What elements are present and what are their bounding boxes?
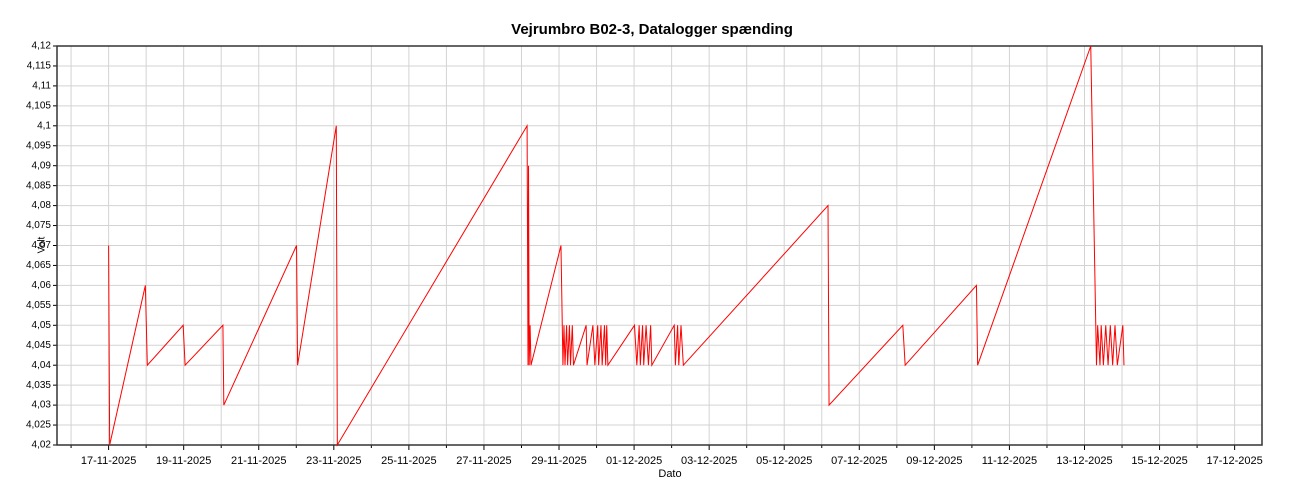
x-tick-label: 29-11-2025	[531, 455, 586, 467]
x-tick-label: 11-12-2025	[982, 455, 1037, 467]
x-tick-label: 27-11-2025	[456, 455, 511, 467]
y-tick-label: 4,05	[32, 320, 52, 331]
x-tick-label: 17-11-2025	[81, 455, 136, 467]
y-tick-label: 4,045	[26, 340, 51, 351]
y-tick-label: 4,025	[26, 420, 51, 431]
x-tick-label: 07-12-2025	[831, 455, 887, 467]
x-tick-label: 13-12-2025	[1056, 455, 1112, 467]
chart-title: Vejrumbro B02-3, Datalogger spænding	[511, 21, 793, 38]
x-tick-label: 05-12-2025	[756, 455, 812, 467]
y-tick-label: 4,115	[27, 61, 52, 72]
y-tick-label: 4,095	[26, 140, 51, 151]
y-tick-label: 4,09	[32, 160, 52, 171]
x-tick-label: 21-11-2025	[231, 455, 286, 467]
y-tick-label: 4,1	[37, 120, 51, 131]
y-axis-label: Volt	[37, 236, 48, 253]
x-tick-label: 09-12-2025	[906, 455, 962, 467]
y-tick-label: 4,055	[26, 300, 51, 311]
y-tick-label: 4,12	[32, 41, 52, 52]
x-tick-label: 19-11-2025	[156, 455, 211, 467]
x-tick-label: 25-11-2025	[381, 455, 436, 467]
y-tick-label: 4,11	[32, 81, 51, 92]
plot-frame	[56, 45, 1263, 446]
x-tick-label: 03-12-2025	[681, 455, 737, 467]
y-tick-label: 4,075	[26, 220, 51, 231]
x-tick-label: 15-12-2025	[1131, 455, 1187, 467]
y-tick-label: 4,07	[32, 240, 52, 251]
x-axis-label: Dato	[658, 468, 681, 480]
x-tick-label: 17-12-2025	[1206, 455, 1262, 467]
y-tick-label: 4,105	[26, 100, 51, 111]
y-tick-label: 4,035	[26, 380, 51, 391]
y-tick-label: 4,08	[32, 200, 52, 211]
y-tick-label: 4,02	[32, 440, 52, 451]
x-tick-label: 01-12-2025	[606, 455, 662, 467]
y-tick-label: 4,04	[32, 360, 52, 371]
data-line	[108, 45, 1125, 447]
x-tick-label: 23-11-2025	[306, 455, 361, 467]
y-tick-label: 4,065	[26, 260, 51, 271]
y-tick-label: 4,03	[32, 400, 52, 411]
y-tick-label: 4,06	[32, 280, 52, 291]
y-tick-label: 4,085	[26, 180, 51, 191]
